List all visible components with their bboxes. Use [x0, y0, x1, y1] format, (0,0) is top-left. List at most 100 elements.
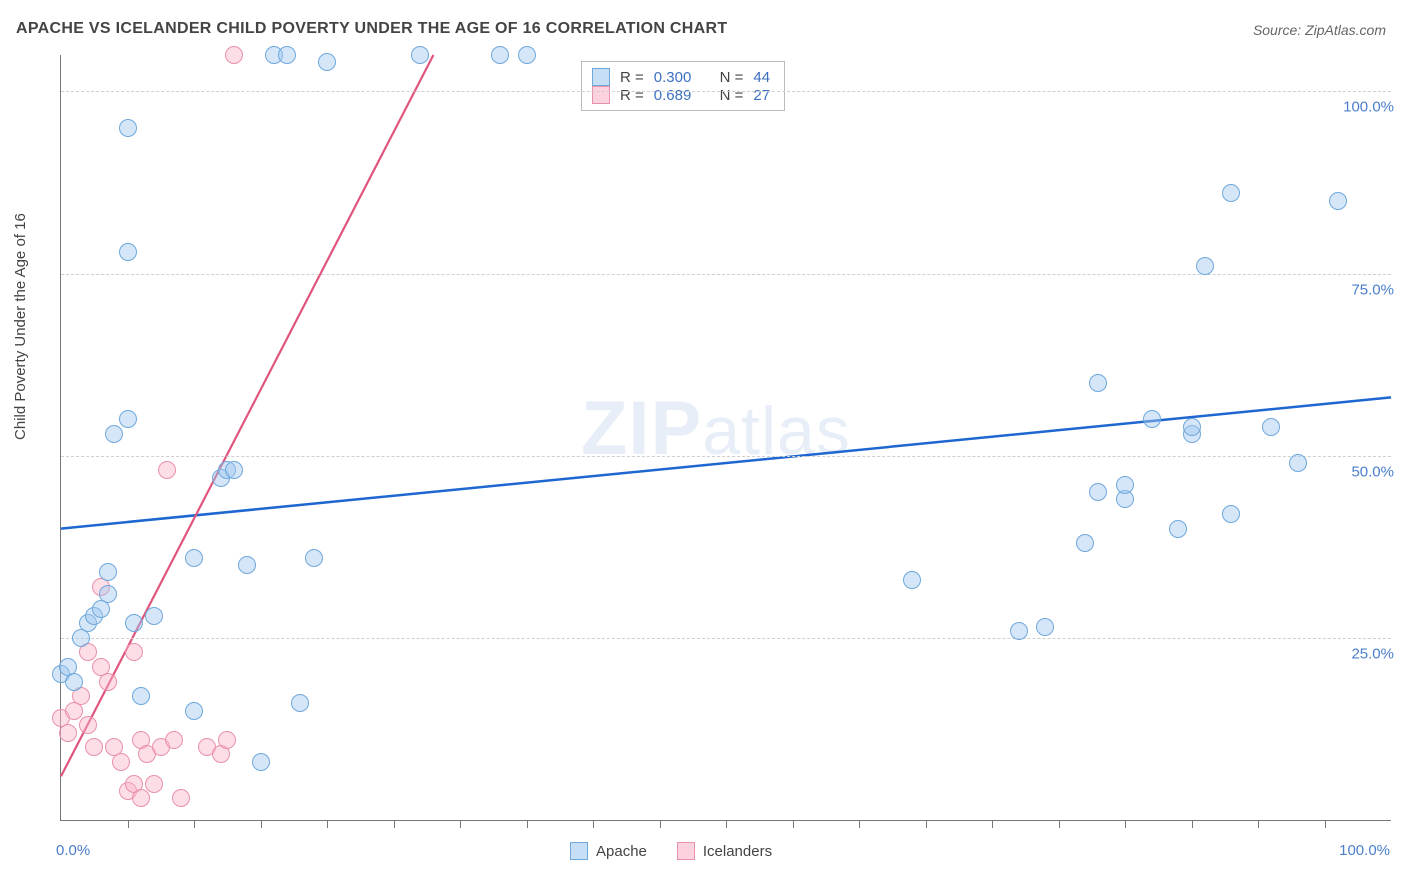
- r-label: R =: [620, 69, 644, 86]
- trend-line: [61, 55, 433, 776]
- x-tick: [394, 820, 395, 828]
- scatter-point-apache: [1143, 410, 1161, 428]
- x-tick: [726, 820, 727, 828]
- scatter-point-apache: [1222, 505, 1240, 523]
- gridline-h: [61, 274, 1391, 275]
- scatter-point-apache: [185, 549, 203, 567]
- scatter-point-icelanders: [132, 789, 150, 807]
- x-tick-label-left: 0.0%: [56, 842, 90, 859]
- source-attribution: Source: ZipAtlas.com: [1253, 22, 1386, 38]
- scatter-point-apache: [119, 410, 137, 428]
- swatch-apache-icon: [592, 68, 610, 86]
- scatter-point-apache: [1183, 418, 1201, 436]
- scatter-point-apache: [1089, 483, 1107, 501]
- scatter-point-apache: [291, 694, 309, 712]
- y-tick-label: 50.0%: [1351, 463, 1394, 480]
- x-tick: [793, 820, 794, 828]
- scatter-point-apache: [278, 46, 296, 64]
- scatter-point-icelanders: [79, 716, 97, 734]
- scatter-point-apache: [65, 673, 83, 691]
- x-tick: [1258, 820, 1259, 828]
- scatter-point-icelanders: [125, 643, 143, 661]
- source-prefix: Source:: [1253, 22, 1305, 38]
- y-tick-label: 75.0%: [1351, 281, 1394, 298]
- scatter-point-apache: [225, 461, 243, 479]
- plot-area: ZIPatlas R = 0.300 N = 44 R = 0.689 N = …: [60, 55, 1391, 821]
- x-tick-label-right: 100.0%: [1339, 842, 1390, 859]
- scatter-point-apache: [132, 687, 150, 705]
- x-tick: [1125, 820, 1126, 828]
- x-tick: [859, 820, 860, 828]
- scatter-point-apache: [145, 607, 163, 625]
- swatch-icelanders-icon: [592, 86, 610, 104]
- legend-swatch-apache-icon: [570, 842, 588, 860]
- scatter-point-icelanders: [85, 738, 103, 756]
- scatter-point-apache: [1169, 520, 1187, 538]
- y-axis-title: Child Poverty Under the Age of 16: [12, 213, 29, 440]
- scatter-point-apache: [1089, 374, 1107, 392]
- stats-box: R = 0.300 N = 44 R = 0.689 N = 27: [581, 61, 785, 111]
- scatter-point-icelanders: [158, 461, 176, 479]
- legend-label-apache: Apache: [596, 843, 647, 860]
- n-label: N =: [720, 69, 744, 86]
- scatter-point-icelanders: [225, 46, 243, 64]
- stats-row-icelanders: R = 0.689 N = 27: [592, 86, 770, 104]
- x-tick: [660, 820, 661, 828]
- x-tick: [593, 820, 594, 828]
- legend-label-icelanders: Icelanders: [703, 843, 772, 860]
- gridline-h: [61, 91, 1391, 92]
- scatter-point-apache: [411, 46, 429, 64]
- scatter-point-apache: [99, 563, 117, 581]
- scatter-point-apache: [99, 585, 117, 603]
- scatter-point-apache: [318, 53, 336, 71]
- chart-title: APACHE VS ICELANDER CHILD POVERTY UNDER …: [16, 20, 727, 38]
- scatter-point-icelanders: [99, 673, 117, 691]
- scatter-point-apache: [119, 119, 137, 137]
- y-tick-label: 25.0%: [1351, 645, 1394, 662]
- icelanders-n-value: 27: [753, 87, 770, 104]
- scatter-point-apache: [238, 556, 256, 574]
- scatter-point-icelanders: [59, 724, 77, 742]
- y-tick-label: 100.0%: [1343, 99, 1394, 116]
- n-label: N =: [720, 87, 744, 104]
- gridline-h: [61, 456, 1391, 457]
- scatter-point-icelanders: [165, 731, 183, 749]
- scatter-point-apache: [1036, 618, 1054, 636]
- apache-n-value: 44: [753, 69, 770, 86]
- scatter-point-apache: [1222, 184, 1240, 202]
- scatter-point-apache: [1010, 622, 1028, 640]
- scatter-point-apache: [1329, 192, 1347, 210]
- scatter-point-icelanders: [172, 789, 190, 807]
- scatter-point-apache: [119, 243, 137, 261]
- x-tick: [926, 820, 927, 828]
- apache-r-value: 0.300: [654, 69, 692, 86]
- stats-row-apache: R = 0.300 N = 44: [592, 68, 770, 86]
- scatter-point-apache: [518, 46, 536, 64]
- bottom-legend: Apache Icelanders: [570, 842, 772, 860]
- scatter-point-apache: [1289, 454, 1307, 472]
- scatter-point-icelanders: [112, 753, 130, 771]
- x-tick: [460, 820, 461, 828]
- icelanders-r-value: 0.689: [654, 87, 692, 104]
- x-tick: [1325, 820, 1326, 828]
- source-name: ZipAtlas.com: [1305, 22, 1386, 38]
- scatter-point-icelanders: [218, 731, 236, 749]
- x-tick: [527, 820, 528, 828]
- r-label: R =: [620, 87, 644, 104]
- scatter-point-apache: [252, 753, 270, 771]
- legend-swatch-icelanders-icon: [677, 842, 695, 860]
- scatter-point-apache: [1116, 476, 1134, 494]
- scatter-point-apache: [185, 702, 203, 720]
- legend-item-apache: Apache: [570, 842, 647, 860]
- scatter-point-apache: [1262, 418, 1280, 436]
- scatter-point-apache: [305, 549, 323, 567]
- scatter-point-apache: [1076, 534, 1094, 552]
- scatter-point-icelanders: [145, 775, 163, 793]
- scatter-point-apache: [491, 46, 509, 64]
- x-tick: [128, 820, 129, 828]
- gridline-h: [61, 638, 1391, 639]
- legend-item-icelanders: Icelanders: [677, 842, 772, 860]
- x-tick: [1059, 820, 1060, 828]
- scatter-point-apache: [125, 614, 143, 632]
- x-tick: [327, 820, 328, 828]
